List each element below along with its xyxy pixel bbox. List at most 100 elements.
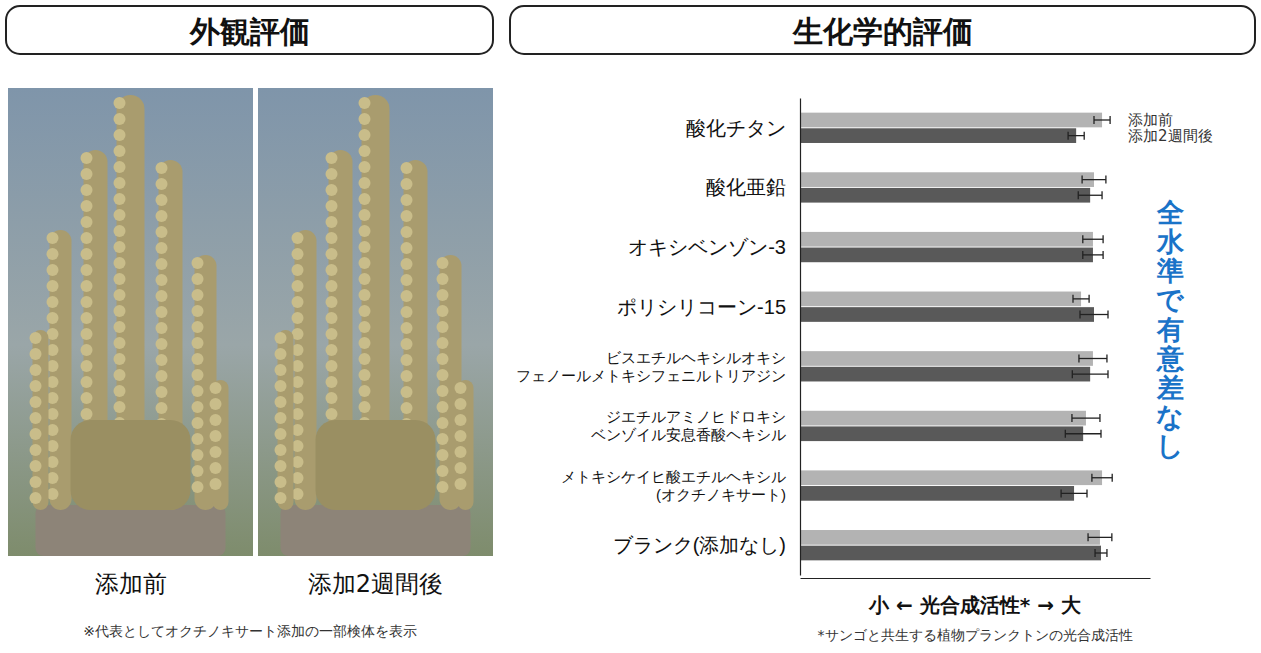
coral-polyp — [359, 209, 371, 221]
coral-polyp — [156, 226, 168, 238]
coral-polyp — [210, 478, 222, 490]
coral-polyp — [156, 242, 168, 254]
coral-polyp — [455, 446, 467, 458]
coral-trunk — [316, 420, 436, 510]
error-bar-line — [1072, 370, 1073, 378]
error-bar-line — [1078, 195, 1102, 196]
error-bar — [1082, 176, 1106, 184]
coral-polyp — [114, 257, 126, 269]
error-bar-line — [1094, 549, 1095, 557]
coral-polyp — [401, 226, 413, 238]
coral-polyp — [81, 280, 93, 292]
coral-polyp — [437, 289, 449, 301]
coral-polyp — [81, 328, 93, 340]
bar — [800, 232, 1093, 247]
coral-polyp — [275, 460, 287, 472]
error-bar-line — [1109, 116, 1110, 124]
coral-polyp — [326, 264, 338, 276]
x-axis-title: 小 ← 光合成活性* → 大 — [868, 593, 1082, 617]
coral-polyp — [81, 360, 93, 372]
bar — [800, 546, 1101, 561]
coral-polyp — [156, 274, 168, 286]
y-tick-label: メトキシケイヒ酸エチルヘキシル(オクチノキサート) — [561, 468, 786, 503]
coral-polyp — [156, 162, 168, 174]
coral-polyp — [114, 97, 126, 109]
error-bar-line — [1082, 235, 1083, 243]
coral-polyp — [401, 354, 413, 366]
photo — [258, 88, 493, 556]
coral-polyp — [401, 210, 413, 222]
error-bar — [1079, 354, 1107, 362]
coral-polyp — [326, 392, 338, 404]
coral-polyp — [81, 184, 93, 196]
legend: 添加前添加2週間後 — [1128, 111, 1213, 145]
coral-polyp — [156, 290, 168, 302]
coral-polyp — [359, 161, 371, 173]
photo-caption: 添加2週間後 — [308, 570, 443, 598]
coral-polyp — [326, 200, 338, 212]
coral-polyp — [192, 321, 204, 333]
coral-polyp — [326, 152, 338, 164]
error-bar-line — [1112, 474, 1113, 482]
coral-polyp — [192, 257, 204, 269]
bar — [800, 486, 1074, 501]
coral-polyp — [114, 177, 126, 189]
coral-polyp — [210, 382, 222, 394]
coral-polyp — [359, 225, 371, 237]
coral-polyp — [437, 353, 449, 365]
coral-polyp — [156, 402, 168, 414]
coral-polyp — [359, 385, 371, 397]
coral-polyp — [81, 296, 93, 308]
coral-polyp — [192, 289, 204, 301]
coral-polyp — [81, 152, 93, 164]
coral-polyp — [437, 321, 449, 333]
panel-title: 外観評価 — [189, 14, 310, 49]
error-bar-line — [1086, 489, 1087, 497]
coral-polyp — [359, 337, 371, 349]
coral-polyp — [326, 184, 338, 196]
bar — [800, 307, 1094, 322]
coral-polyp — [30, 396, 42, 408]
error-bar-line — [1080, 314, 1108, 315]
coral-polyp — [359, 401, 371, 413]
coral-polyp — [192, 305, 204, 317]
y-tick-label: ブランク(添加なし) — [613, 534, 786, 556]
coral-polyp — [114, 305, 126, 317]
coral-polyp — [326, 248, 338, 260]
coral-polyp — [192, 369, 204, 381]
coral-polyp — [114, 193, 126, 205]
error-bar-line — [1111, 533, 1112, 541]
panel-title-box — [6, 6, 493, 54]
error-bar-line — [1082, 179, 1106, 180]
coral-polyp — [210, 414, 222, 426]
coral-base — [281, 505, 471, 556]
photo-background — [258, 88, 493, 556]
coral-polyp — [81, 248, 93, 260]
coral-polyp — [30, 332, 42, 344]
coral-polyp — [437, 449, 449, 461]
bar — [800, 367, 1090, 382]
error-bar-line — [1071, 414, 1072, 422]
error-bar — [1072, 414, 1100, 422]
coral-polyp — [437, 337, 449, 349]
coral-base — [36, 505, 226, 556]
error-bar-line — [1060, 489, 1061, 497]
coral-polyp — [192, 417, 204, 429]
error-bar-line — [1065, 433, 1101, 434]
error-bar-line — [1067, 132, 1068, 140]
coral-polyp — [275, 380, 287, 392]
error-bar-line — [1102, 235, 1103, 243]
error-bar-line — [1072, 373, 1108, 374]
coral-polyp — [114, 385, 126, 397]
coral-polyp — [81, 392, 93, 404]
coral-polyp — [455, 382, 467, 394]
coral-polyp — [359, 113, 371, 125]
coral-polyp — [210, 430, 222, 442]
coral-polyp — [437, 401, 449, 413]
coral-polyp — [437, 257, 449, 269]
coral-polyp — [156, 338, 168, 350]
photo-note: ※代表としてオクチノキサート添加の一部検体を表示 — [83, 623, 417, 639]
coral-polyp — [359, 257, 371, 269]
coral-polyp — [326, 312, 338, 324]
coral-polyp — [47, 280, 59, 292]
